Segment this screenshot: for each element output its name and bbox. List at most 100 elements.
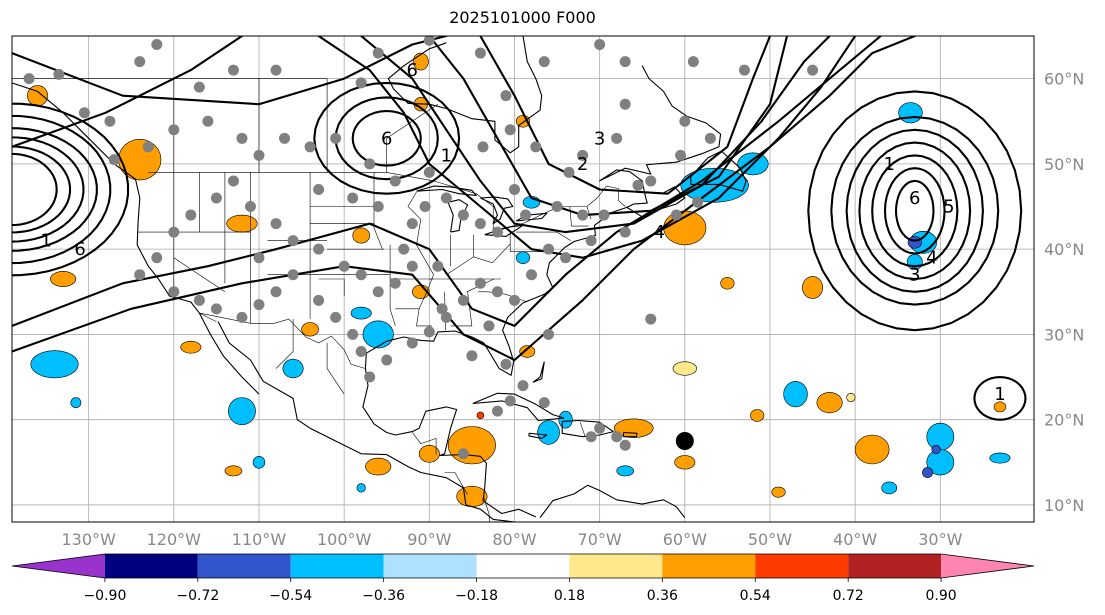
station-dot [253,299,265,311]
contour-label: 2 [577,154,588,175]
longitude-tick-label: 90°W [407,530,451,549]
station-dot [270,286,282,298]
station-dot [645,175,657,187]
station-dot [185,209,197,221]
height-contours [12,36,1027,421]
station-dot [738,64,750,76]
political-boundary [173,257,226,293]
shaded-anomaly-region [356,483,366,493]
colorbar-tick-label: 0.72 [833,588,864,604]
station-dot [372,47,384,59]
station-dot [619,226,631,238]
shaded-anomaly-region [180,340,202,354]
shaded-anomaly-region [993,401,1007,413]
station-dot [313,294,325,306]
contour-label: 5 [943,197,954,218]
shaded-anomaly-region [854,434,890,465]
station-dot [406,218,418,230]
latitude-tick-label: 10°N [1044,496,1084,515]
contour-label: 4 [926,248,937,269]
coastline [539,484,686,519]
shaded-anomaly-region [926,449,955,476]
station-dot [244,201,256,213]
colorbar: −0.90 −0.72 −0.54 −0.36 −0.18 0.18 0.36 0.54 0.7… [11,553,1035,604]
station-dot [619,56,631,68]
station-dot [670,209,682,221]
height-contour [12,36,448,106]
political-boundary [407,191,434,327]
station-dot [355,269,367,281]
station-dot [491,405,503,417]
colorbar-segment [476,554,570,578]
coastline [622,431,638,438]
storm-marker [675,432,694,450]
station-dot [508,294,520,306]
station-dot [313,183,325,195]
height-contour [830,115,1000,306]
colorbar-segment [941,554,1034,578]
shaded-anomaly-region [750,409,765,422]
station-dot [202,115,214,127]
station-dot [236,311,248,323]
political-boundary [199,312,366,369]
map-title: 2025101000 F000 [449,8,596,27]
shaded-anomaly-region [783,380,808,408]
station-dot [389,277,401,289]
colorbar-segment [104,554,198,578]
coastline [532,361,545,383]
station-dot [338,260,350,272]
station-dot [483,320,495,332]
station-dot [474,218,486,230]
colorbar-tick-label: −0.54 [269,588,312,604]
political-boundary [148,172,626,231]
station-dot [23,73,35,85]
station-dot [104,115,116,127]
station-dot [134,56,146,68]
station-dot [491,226,503,238]
station-dot [227,64,239,76]
station-dot [530,141,542,153]
station-dot [313,243,325,255]
political-boundary [586,206,592,220]
colorbar-segment [383,554,477,578]
latitude-tick-label: 40°N [1044,240,1084,259]
contour-label: 3 [909,265,920,286]
station-dot [347,328,359,340]
political-boundary [326,342,345,395]
station-dot [543,243,555,255]
shaded-anomaly-region [226,214,258,233]
colorbar-tick-label: −0.36 [362,588,405,604]
shaded-anomaly-region [680,167,750,203]
station-dot [457,209,469,221]
station-dot [517,380,529,392]
longitude-tick-label: 110°W [232,530,287,549]
coastline [12,82,260,395]
shaded-anomaly-region [224,465,243,477]
colorbar-tick-label: 0.18 [554,588,585,604]
longitude-tick-label: 120°W [147,530,202,549]
colorbar-segment [662,554,756,578]
shaded-anomaly-region [476,411,485,420]
station-dot [436,303,448,315]
station-dot [193,81,205,93]
shaded-anomaly-region [70,397,82,409]
height-contour [360,36,831,234]
station-dot [287,235,299,247]
shaded-anomaly-region [846,392,856,403]
shaded-anomaly-region [907,236,922,249]
shaded-anomaly-region [537,420,560,445]
colorbar-segment [290,554,384,578]
shaded-anomaly-region [118,138,162,181]
coastline [387,36,543,154]
station-dot [466,350,478,362]
latitude-labels: 60°N 50°N 40°N 30°N 20°N 10°N [1044,70,1084,515]
station-dot [355,345,367,357]
station-dots [23,36,819,460]
political-boundary [412,432,437,455]
height-contour [894,179,935,242]
height-contour [973,376,1027,421]
longitude-tick-label: 70°W [578,530,622,549]
height-contour [479,36,772,195]
colorbar-segment [197,554,291,578]
